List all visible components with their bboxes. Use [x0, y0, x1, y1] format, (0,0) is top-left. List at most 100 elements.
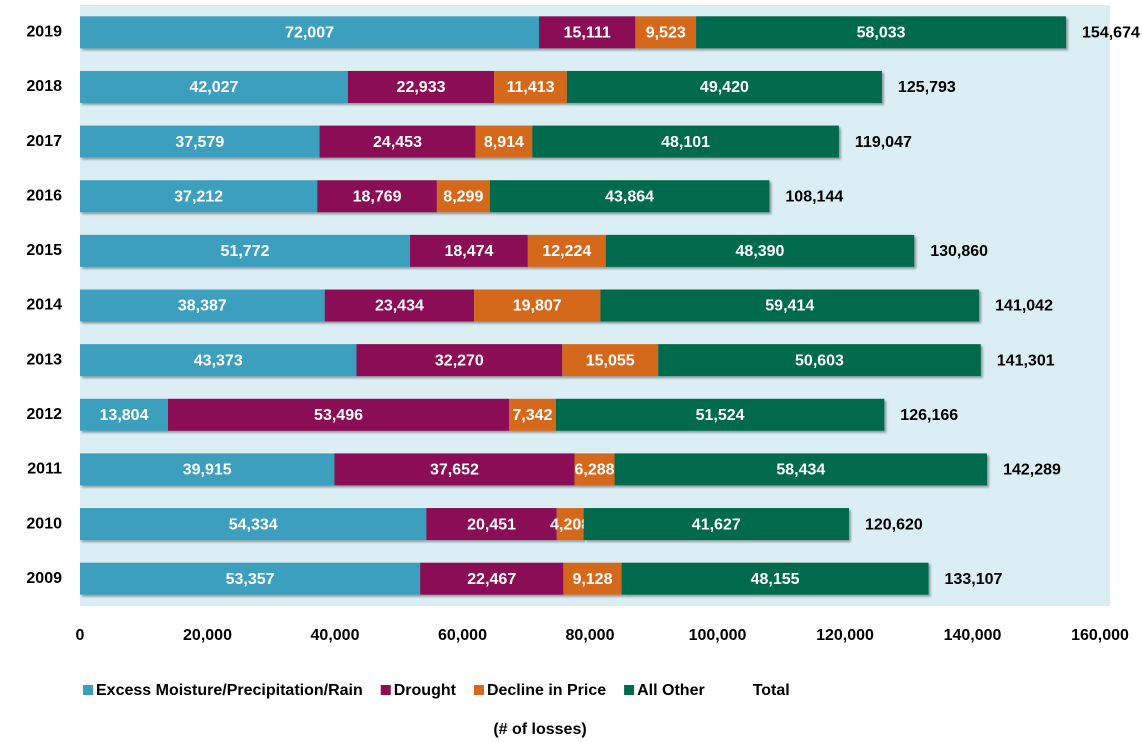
x-tick-label: 60,000 [438, 627, 487, 644]
total-label: 119,047 [855, 134, 912, 151]
bar-segment [658, 344, 981, 377]
legend-label: Excess Moisture/Precipitation/Rain [96, 682, 363, 699]
bar-segment [474, 289, 601, 322]
bar-segment [574, 453, 615, 486]
legend-label: Drought [394, 682, 457, 699]
bar-segment [80, 562, 421, 595]
bar-segment [621, 562, 929, 595]
y-tick-label: 2019 [26, 24, 62, 41]
bar-segment [80, 125, 320, 158]
legend-swatch [83, 685, 93, 695]
bar-segment [319, 125, 476, 158]
bar-segment [80, 70, 348, 103]
data-label: 18,769 [353, 188, 402, 205]
total-label: 126,166 [900, 407, 958, 424]
bar-segment [347, 70, 495, 103]
data-label: 15,055 [586, 352, 635, 369]
data-label: 59,414 [765, 298, 814, 315]
total-label: 142,289 [1003, 462, 1061, 479]
y-tick-label: 2017 [26, 133, 62, 150]
data-label: 48,390 [736, 243, 785, 260]
x-tick-label: 120,000 [816, 627, 874, 644]
x-tick-label: 40,000 [311, 627, 360, 644]
y-tick-label: 2015 [26, 242, 62, 259]
bar-segment [317, 180, 437, 213]
data-label: 41,627 [692, 516, 741, 533]
data-label: 7,342 [512, 407, 552, 424]
x-tick-label: 80,000 [566, 627, 615, 644]
x-tick-label: 140,000 [944, 627, 1002, 644]
data-label: 20,451 [467, 516, 516, 533]
bar-segment [562, 344, 659, 377]
data-label: 50,603 [795, 352, 844, 369]
bar-segment [356, 344, 563, 377]
bar-segment [80, 453, 335, 486]
bar-segment [80, 289, 325, 322]
total-label: 141,301 [997, 352, 1055, 369]
y-tick-label: 2012 [26, 406, 62, 423]
data-label: 24,453 [373, 134, 422, 151]
data-label: 8,914 [484, 134, 524, 151]
x-axis-label: (# of losses) [493, 721, 586, 738]
bar-segment [80, 234, 411, 267]
data-label: 48,155 [751, 571, 800, 588]
data-label: 54,334 [229, 516, 278, 533]
bar-segment [426, 508, 557, 541]
bar-segment [489, 180, 770, 213]
bar-segment [80, 398, 169, 431]
data-label: 38,387 [178, 298, 227, 315]
bar-segment [532, 125, 839, 158]
total-label: 108,144 [785, 188, 843, 205]
data-label: 19,807 [513, 298, 562, 315]
y-tick-label: 2010 [26, 515, 62, 532]
bar-segment [566, 70, 882, 103]
bar-segment [475, 125, 533, 158]
bar-segment [80, 16, 540, 49]
bar-segment [334, 453, 575, 486]
data-label: 42,027 [189, 79, 238, 96]
total-label: 133,107 [945, 571, 1003, 588]
data-label: 8,299 [443, 188, 483, 205]
bar-segment [600, 289, 980, 322]
bar-segment [509, 398, 556, 431]
y-tick-label: 2011 [27, 461, 62, 478]
total-label: 120,620 [865, 516, 923, 533]
y-tick-label: 2009 [26, 570, 62, 587]
bar-segment [696, 16, 1067, 49]
bar-segment [563, 562, 622, 595]
x-tick-label: 0 [76, 627, 85, 644]
data-label: 58,033 [857, 25, 906, 42]
bar-segment [436, 180, 490, 213]
data-label: 18,474 [444, 243, 493, 260]
bar-segment [420, 562, 564, 595]
x-tick-label: 20,000 [183, 627, 232, 644]
bar-segment [80, 180, 318, 213]
data-label: 37,652 [430, 462, 479, 479]
total-label: 154,674 [1082, 25, 1140, 42]
data-label: 22,467 [467, 571, 516, 588]
bar-segment [614, 453, 988, 486]
data-label: 37,212 [174, 188, 223, 205]
data-label: 51,524 [696, 407, 745, 424]
data-label: 48,101 [661, 134, 710, 151]
data-label: 9,523 [646, 25, 686, 42]
bar-segment [168, 398, 510, 431]
data-label: 72,007 [285, 25, 334, 42]
data-label: 13,804 [100, 407, 149, 424]
data-label: 12,224 [542, 243, 591, 260]
data-label: 32,270 [435, 352, 484, 369]
legend-label: Total [753, 682, 790, 699]
data-label: 53,357 [226, 571, 275, 588]
bar-segment [527, 234, 606, 267]
bar-segment [80, 508, 427, 541]
legend-swatch [624, 685, 635, 695]
bar-segment [539, 16, 636, 49]
data-label: 4,208 [550, 516, 590, 533]
data-label: 11,413 [506, 79, 554, 96]
x-tick-label: 160,000 [1071, 627, 1129, 644]
bar-segment [635, 16, 697, 49]
y-tick-label: 2016 [26, 187, 62, 204]
data-label: 49,420 [700, 79, 749, 96]
data-label: 51,772 [221, 243, 270, 260]
